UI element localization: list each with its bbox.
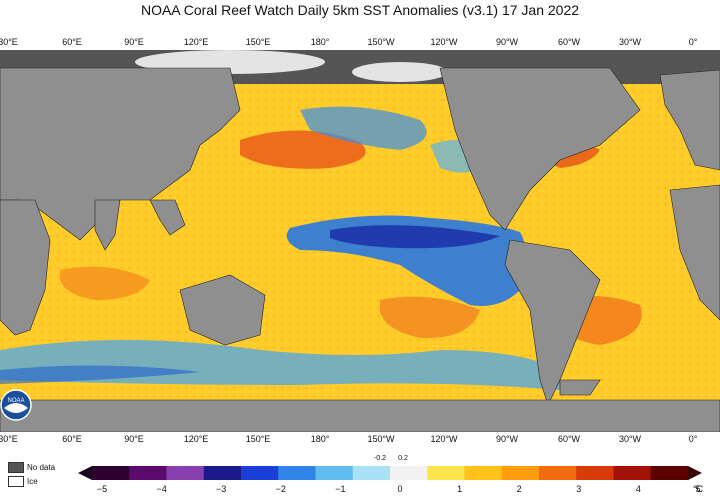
colorbar-segment [650, 466, 689, 480]
longitude-label: 30°W [618, 37, 642, 47]
map-title: NOAA Coral Reef Watch Daily 5km SST Anom… [140, 2, 580, 18]
colorbar-ticks: −5 −4 −3 −2 −1 0 1 2 3 4 5 [80, 484, 705, 498]
longitude-label: 150°W [367, 434, 395, 444]
colorbar-tick-label: −5 [96, 484, 108, 494]
colorbar-segment [92, 466, 130, 480]
longitude-label: 90°W [495, 434, 519, 444]
longitude-label: 120°E [183, 37, 209, 47]
colorbar-extension-arrow [78, 466, 92, 480]
anomaly-warm-spacific [380, 296, 480, 339]
colorbar-tick-label: −2 [275, 484, 286, 494]
longitude-label: 30°W [618, 434, 642, 444]
colorbar-segment [241, 466, 279, 480]
colorbar-segment [166, 466, 205, 480]
longitude-label: 90°E [124, 434, 144, 444]
longitude-label: 120°E [183, 434, 209, 444]
longitude-label: 60°E [62, 434, 82, 444]
longitude-label: 30°E [0, 37, 18, 47]
longitude-label: 120°W [430, 37, 458, 47]
colorbar-segment [278, 466, 316, 480]
longitude-label: 90°E [124, 37, 144, 47]
no-data-label: No data [27, 463, 56, 472]
longitude-label: 60°W [557, 37, 581, 47]
colorbar-segment [390, 466, 428, 480]
colorbar-inner-tick: 0.2 [398, 455, 408, 462]
ice-label: Ice [27, 477, 38, 486]
longitude-label: 180° [310, 37, 330, 47]
colorbar-segment [613, 466, 652, 480]
colorbar-unit: °C [693, 484, 704, 494]
colorbar-segment [315, 466, 354, 480]
colorbar-tick-label: 3 [576, 484, 582, 494]
no-data-swatch [8, 462, 24, 473]
colorbar-segment [129, 466, 167, 480]
longitude-label: 150°W [367, 37, 395, 47]
colorbar-tick-label: −1 [335, 484, 346, 494]
colorbar-segment [576, 466, 614, 480]
colorbar-tick-label: −3 [216, 484, 227, 494]
colorbar-tick-label: −4 [156, 484, 167, 494]
colorbar-segment [203, 466, 242, 480]
ice-swatch [8, 476, 24, 487]
colorbar-tick-label: 1 [457, 484, 463, 494]
longitude-axis-top: 30°E 60°E 90°E 120°E 150°E 180° 150°W 120°W 90°W… [0, 37, 720, 51]
longitude-label: 180° [310, 434, 330, 444]
longitude-axis-bottom: 30°E 60°E 90°E 120°E 150°E 180° 150°W 120°W 90°W… [0, 434, 720, 448]
colorbar-inner-ticks: -0.2 0.2 [0, 455, 720, 465]
anomaly-warm-npacific [240, 130, 366, 169]
longitude-label: 90°W [495, 37, 519, 47]
colorbar-segment [352, 466, 391, 480]
noaa-logo-text: NOAA [7, 398, 24, 404]
colorbar-tick-label: 2 [516, 484, 522, 494]
noaa-logo: NOAA [0, 389, 32, 421]
anomaly-cold-southern-ocean [0, 340, 560, 390]
colorbar [78, 466, 702, 480]
longitude-label: 150°E [245, 37, 271, 47]
colorbar-segment [539, 466, 577, 480]
sst-anomaly-map: NOAA [0, 50, 720, 432]
longitude-label: 60°W [557, 434, 581, 444]
colorbar-inner-tick: -0.2 [373, 455, 387, 462]
colorbar-segment [464, 466, 503, 480]
longitude-label: 30°E [0, 434, 18, 444]
colorbar-tick-label: 4 [635, 484, 641, 494]
longitude-label: 0° [688, 434, 698, 444]
longitude-label: 150°E [245, 434, 271, 444]
map-svg: NOAA [0, 50, 720, 432]
longitude-label: 0° [688, 37, 698, 47]
land-masses [0, 67, 720, 432]
colorbar-extension-arrow [688, 466, 702, 480]
longitude-label: 60°E [62, 37, 82, 47]
colorbar-tick-label: 5 [695, 484, 701, 494]
colorbar-segment [501, 466, 540, 480]
colorbar-segment [427, 466, 465, 480]
longitude-label: 120°W [430, 434, 458, 444]
colorbar-tick-label: 0 [397, 484, 403, 494]
